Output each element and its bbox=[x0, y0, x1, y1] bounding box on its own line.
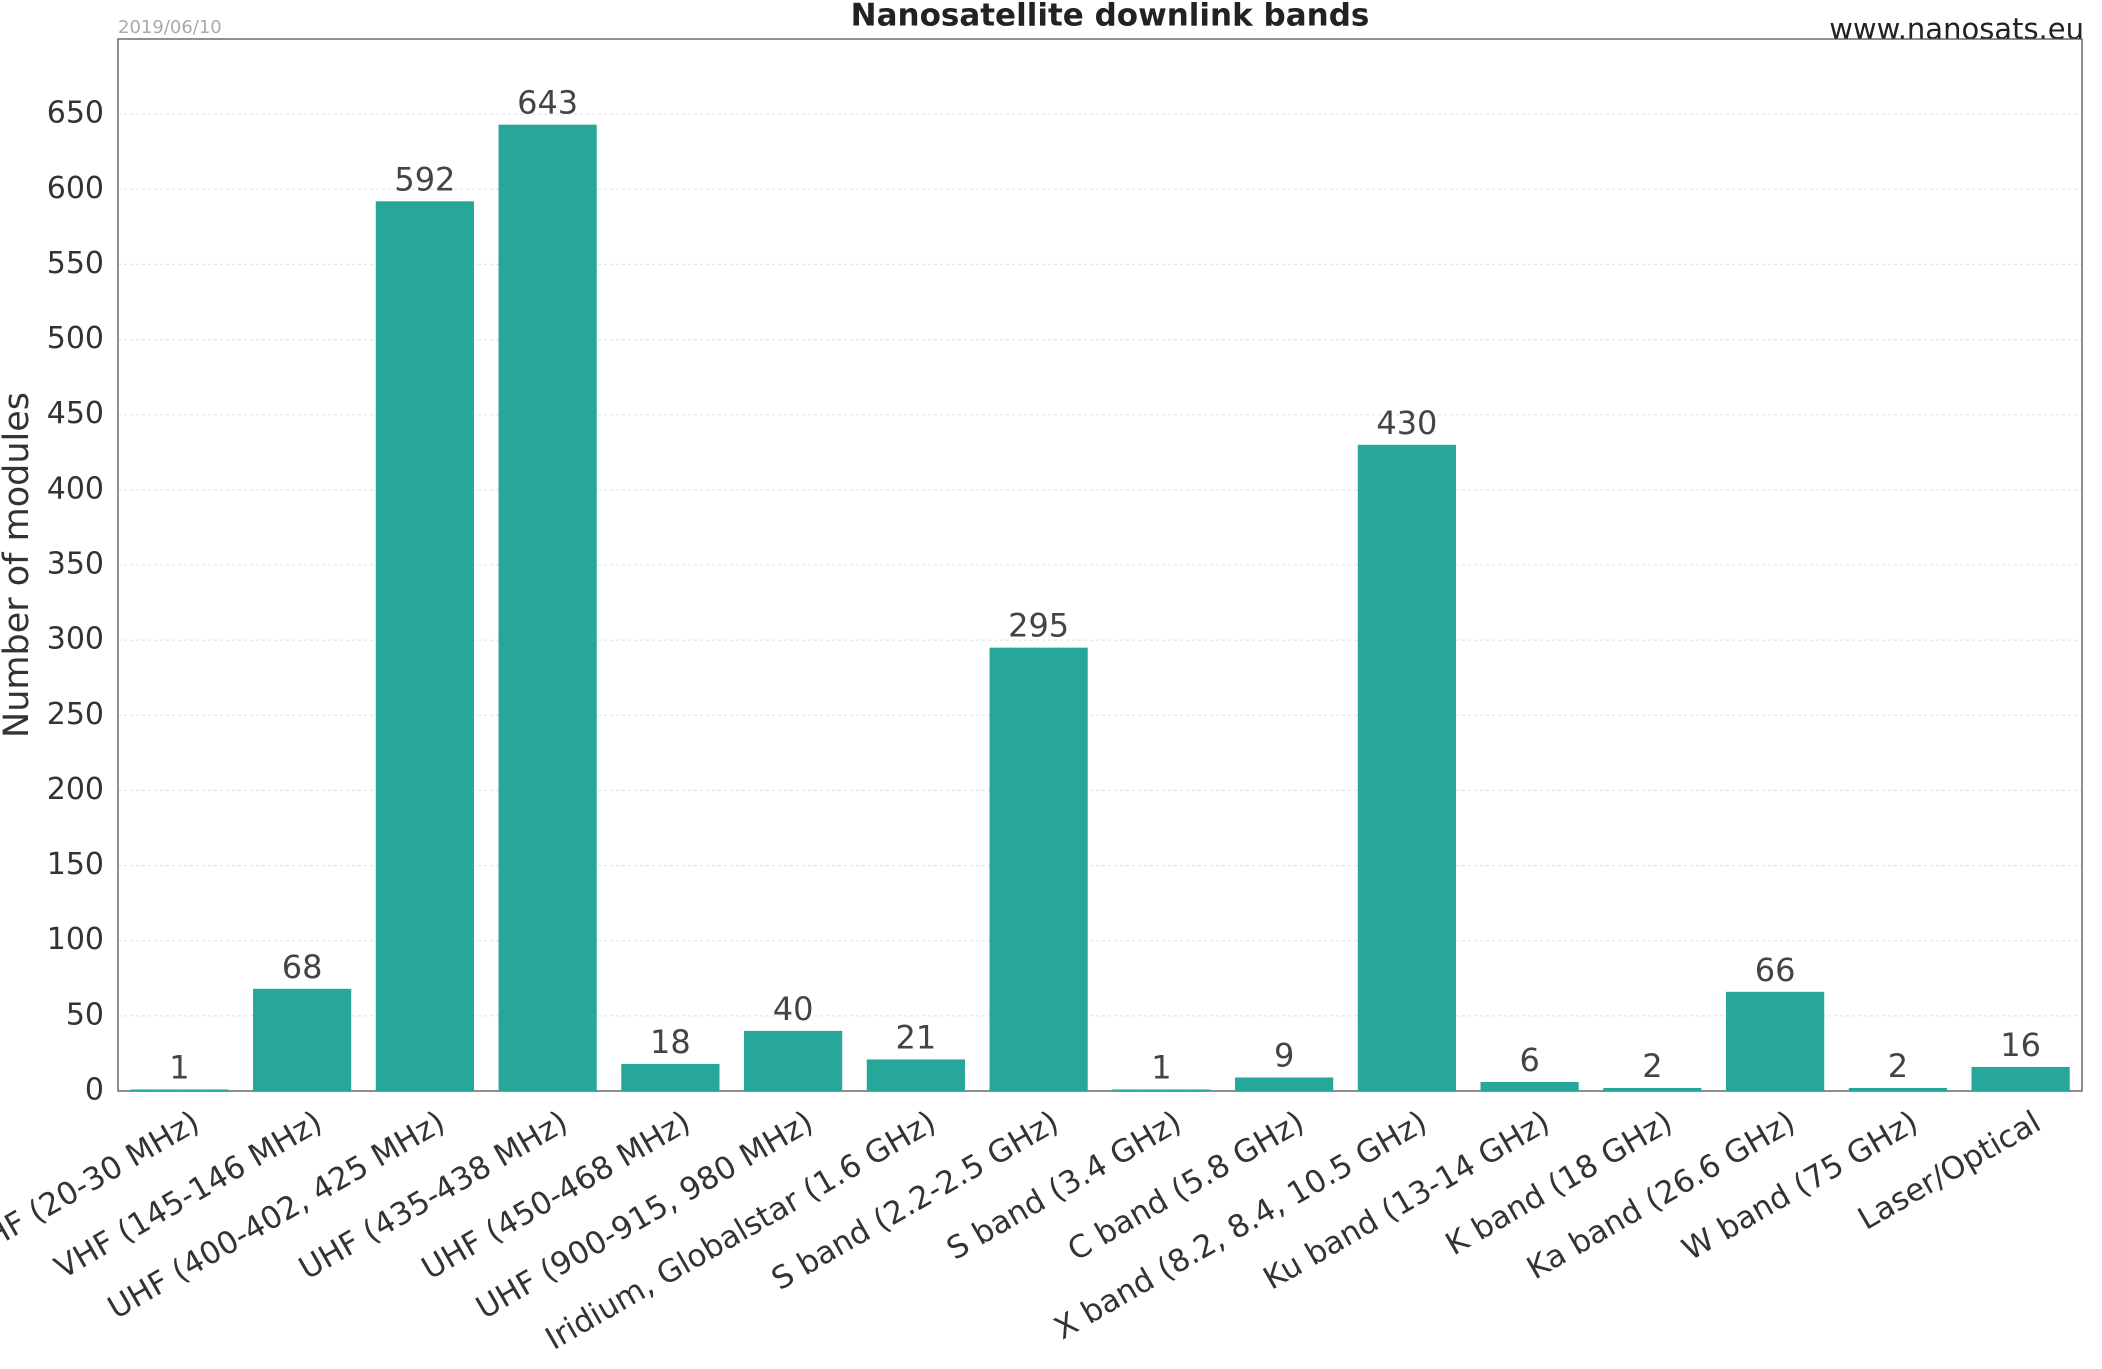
y-tick-label: 400 bbox=[47, 471, 104, 506]
y-tick-label: 500 bbox=[47, 321, 104, 356]
y-tick-label: 300 bbox=[47, 622, 104, 657]
bar bbox=[744, 1030, 843, 1091]
bar bbox=[498, 124, 597, 1092]
value-label: 2 bbox=[1888, 1047, 1908, 1085]
y-tick-label: 0 bbox=[85, 1073, 104, 1108]
bar bbox=[1848, 1087, 1947, 1091]
value-label: 1 bbox=[1151, 1048, 1171, 1086]
value-label: 68 bbox=[282, 948, 323, 986]
value-label: 2 bbox=[1642, 1047, 1662, 1085]
bar bbox=[1235, 1077, 1334, 1091]
value-label: 295 bbox=[1008, 607, 1069, 645]
bar bbox=[1971, 1066, 2070, 1091]
y-tick-label: 450 bbox=[47, 396, 104, 431]
value-label: 643 bbox=[517, 84, 578, 122]
y-tick-label: 50 bbox=[66, 997, 104, 1032]
bar bbox=[621, 1063, 720, 1091]
y-tick-label: 650 bbox=[47, 96, 104, 131]
y-axis-title: Number of modules bbox=[0, 392, 37, 738]
bar bbox=[1603, 1087, 1702, 1091]
value-label: 16 bbox=[2000, 1026, 2041, 1064]
y-tick-label: 100 bbox=[47, 922, 104, 957]
plot-frame bbox=[117, 38, 2083, 1092]
y-tick-label: 350 bbox=[47, 547, 104, 582]
value-label: 430 bbox=[1376, 404, 1437, 442]
bar bbox=[1726, 991, 1825, 1091]
value-label: 18 bbox=[650, 1023, 691, 1061]
value-label: 66 bbox=[1755, 951, 1796, 989]
bar bbox=[1480, 1081, 1579, 1091]
bar bbox=[253, 988, 352, 1091]
bar bbox=[1112, 1089, 1211, 1091]
source: www.nanosats.eu bbox=[1829, 12, 2084, 46]
bar bbox=[1357, 444, 1456, 1091]
value-label: 592 bbox=[394, 160, 455, 198]
value-label: 40 bbox=[773, 990, 814, 1028]
value-label: 21 bbox=[896, 1018, 937, 1056]
value-label: 6 bbox=[1519, 1041, 1539, 1079]
bar bbox=[130, 1089, 229, 1091]
date: 2019/06/10 bbox=[118, 17, 222, 38]
y-tick-label: 600 bbox=[47, 171, 104, 206]
value-label: 1 bbox=[169, 1048, 189, 1086]
y-tick-label: 150 bbox=[47, 847, 104, 882]
y-tick-label: 250 bbox=[47, 697, 104, 732]
y-tick-label: 200 bbox=[47, 772, 104, 807]
value-label: 9 bbox=[1274, 1036, 1294, 1074]
bar bbox=[866, 1059, 965, 1091]
bar bbox=[989, 647, 1088, 1091]
y-tick-label: 550 bbox=[47, 246, 104, 281]
bar bbox=[375, 201, 474, 1091]
chart-title: Nanosatellite downlink bands bbox=[851, 0, 1370, 34]
